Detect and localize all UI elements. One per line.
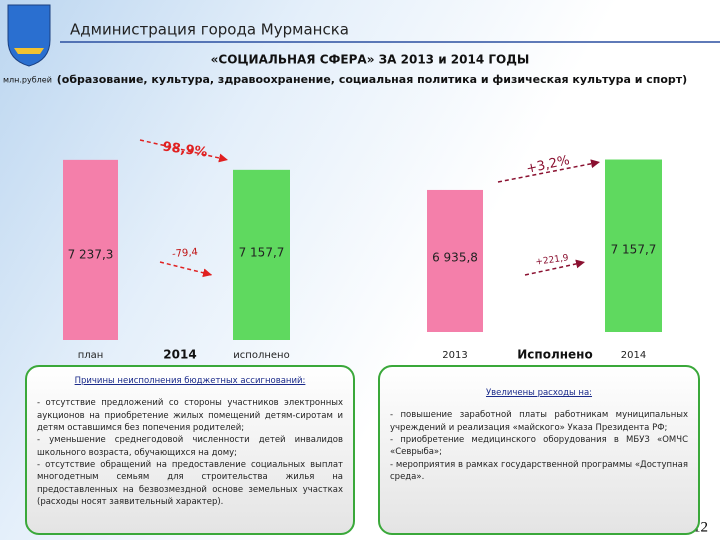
reasons-box: Причины неисполнения бюджетных ассигнова… <box>25 365 355 535</box>
box-title: Увеличены расходы на: <box>485 388 593 398</box>
organization: Администрация города Мурманска <box>70 21 349 39</box>
value-label: 7 157,7 <box>239 246 285 260</box>
box-item: - приобретение медицинского оборудования… <box>390 434 688 458</box>
box-item: - повышение заработной платы работникам … <box>390 410 688 433</box>
subtitle: (образование, культура, здравоохранение,… <box>57 73 687 86</box>
arrow <box>497 159 601 183</box>
box-item: - отсутствие обращений на предоставление… <box>37 459 343 507</box>
value-label: 7 157,7 <box>611 243 657 257</box>
bar <box>233 169 290 340</box>
category-label: 2014 <box>621 350 646 361</box>
category-label: исполнено <box>233 350 289 361</box>
bar <box>605 159 662 332</box>
bar <box>427 189 483 332</box>
unit: млн.рублей <box>3 76 52 85</box>
arrow <box>139 139 229 163</box>
arrow <box>524 259 586 276</box>
logo <box>7 4 51 67</box>
box-item: - отсутствие предложений со стороны учас… <box>37 398 343 433</box>
annotation: Исполнено <box>517 348 592 362</box>
annotation: +3,2% <box>525 153 571 177</box>
box-item: - уменьшение среднегодовой численности д… <box>37 435 343 458</box>
annotation: 98,9% <box>162 139 209 160</box>
arrow <box>159 261 213 278</box>
category-label: 2013 <box>442 350 467 361</box>
increase-box: Увеличены расходы на: - повышение зарабо… <box>378 365 700 535</box>
value-label: 6 935,8 <box>432 251 478 265</box>
annotation: 2014 <box>163 348 196 362</box>
annotation: +221,9 <box>535 253 570 268</box>
value-label: 7 237,3 <box>68 248 114 262</box>
annotation: -79,4 <box>172 247 199 260</box>
box-item: - мероприятия в рамках государственной п… <box>390 459 688 482</box>
box-title: Причины неисполнения бюджетных ассигнова… <box>74 376 306 386</box>
bar <box>63 159 118 340</box>
category-label: план <box>78 350 104 361</box>
logo-ship <box>14 48 44 54</box>
title: «СОЦИАЛЬНАЯ СФЕРА» ЗА 2013 и 2014 ГОДЫ <box>211 53 530 67</box>
